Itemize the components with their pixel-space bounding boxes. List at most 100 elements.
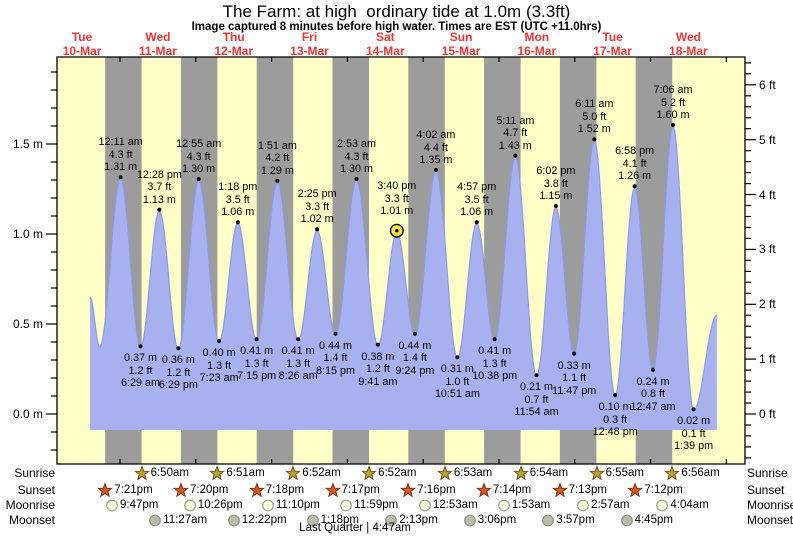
sunset-row-label-right: Sunset <box>747 482 785 497</box>
sunset-star-icon <box>248 481 265 497</box>
moonset-circle-icon <box>149 514 162 526</box>
tide-area <box>90 126 717 430</box>
moonset-circle-icon <box>542 514 555 526</box>
moonset-event: 3:06pm <box>463 512 516 528</box>
high-tide-annotation: 1:18 pm 3.5 ft 1.06 m <box>218 181 258 219</box>
high-tide-annotation: 2:25 pm 3.3 ft 1.02 m <box>297 188 337 226</box>
y-right-tick-label: 1 ft <box>759 352 776 367</box>
tide-extreme-dot <box>651 367 655 372</box>
sunset-event: 7:20pm <box>173 481 228 498</box>
tide-extreme-dot <box>217 339 222 343</box>
moonrise-circle-icon <box>106 499 118 511</box>
moonrise-event: 2:57am <box>576 497 629 513</box>
y-left-tick-label: 0.0 m <box>12 407 43 421</box>
moonrise-circle-icon <box>340 499 353 511</box>
low-tide-annotation: 0.21 m 0.7 ft 11:54 am <box>514 381 559 419</box>
moonrise-circle-icon <box>656 499 669 511</box>
tide-extreme-dot <box>553 204 558 208</box>
moonset-row-label-right: Moonset <box>747 512 793 527</box>
tide-extreme-dot <box>176 346 181 351</box>
moonrise-circle-icon <box>261 499 274 511</box>
moonrise-event: 11:59pm <box>339 497 398 513</box>
tide-extreme-dot <box>296 337 301 342</box>
moonrise-event: 12:53am <box>418 497 478 513</box>
tide-extreme-dot <box>572 351 577 356</box>
tide-extreme-dot <box>235 220 240 225</box>
high-tide-annotation: 4:02 am 4.4 ft 1.35 m <box>416 129 456 166</box>
sunrise-event: 6:53am <box>436 465 492 481</box>
sunrise-star-icon <box>436 465 453 481</box>
sunset-event: 7:21pm <box>97 481 153 498</box>
moonset-row-label-left: Moonset <box>8 512 55 527</box>
date-label: Tue 10-Mar <box>62 30 102 58</box>
sunrise-star-icon <box>209 465 226 481</box>
tide-extreme-dot <box>354 177 359 181</box>
high-tide-annotation: 12:11 am 4.3 ft 1.31 m <box>98 136 143 174</box>
sunset-star-icon <box>97 481 114 497</box>
sunset-event: 7:18pm <box>248 481 304 498</box>
moonset-circle-icon <box>385 514 398 526</box>
low-tide-annotation: 0.10 m 0.3 ft 12:48 pm <box>592 401 638 438</box>
moonset-event: 3:57pm <box>541 512 595 528</box>
low-tide-annotation: 0.41 m 1.3 ft 7:15 pm <box>237 345 277 383</box>
tide-extreme-dot <box>613 393 618 397</box>
tide-extreme-dot <box>492 337 497 342</box>
sunrise-star-icon <box>285 465 302 481</box>
chart-title: The Farm: at high ordinary tide at 1.0m … <box>222 2 571 21</box>
low-tide-annotation: 0.33 m 1.1 ft 11:47 pm <box>551 359 597 397</box>
moonrise-event: 10:26pm <box>183 497 243 513</box>
moon-phase-label: Last Quarter | 4:47am <box>299 522 411 534</box>
moonset-circle-icon <box>227 514 240 526</box>
moonrise-circle-icon <box>577 499 589 511</box>
y-right-tick-label: 5 ft <box>759 132 776 147</box>
date-label: Mon 16-Mar <box>517 30 557 58</box>
moonrise-circle-icon <box>183 499 196 511</box>
sunset-event: 7:17pm <box>324 481 380 498</box>
sunrise-event: 6:55am <box>588 465 644 481</box>
moonrise-event: 9:47pm <box>105 497 158 513</box>
high-tide-annotation: 2:53 am 4.3 ft 1.30 m <box>336 138 376 175</box>
tide-extreme-dot <box>196 177 201 181</box>
high-tide-annotation: 1:51 am 4.2 ft 1.29 m <box>257 139 297 177</box>
tide-extreme-dot <box>534 373 539 378</box>
tide-extreme-dot <box>118 175 123 180</box>
y-left-tick-label: 0.5 m <box>12 317 43 331</box>
moonrise-row-label-left: Moonrise <box>5 497 55 512</box>
sunset-star-icon <box>475 481 492 497</box>
high-tide-annotation: 12:28 pm 3.7 ft 1.13 m <box>136 168 182 206</box>
moonset-event: 4:45pm <box>620 512 673 528</box>
chart-subtitle: Image captured 8 minutes before high wat… <box>191 21 602 33</box>
high-tide-annotation: 7:06 am 5.2 ft 1.60 m <box>653 84 693 121</box>
plot-frame <box>56 56 746 465</box>
sunrise-event: 6:50am <box>133 465 189 481</box>
low-tide-annotation: 0.31 m 1.0 ft 10:51 am <box>434 363 480 401</box>
sunrise-row-label-right: Sunrise <box>747 466 788 480</box>
date-label: Fri 13-Mar <box>290 30 329 58</box>
tide-extreme-dot <box>474 220 479 225</box>
sunrise-star-icon <box>133 465 150 481</box>
moonset-circle-icon <box>306 514 319 526</box>
high-tide-annotation: 12:55 am 4.3 ft 1.30 m <box>176 138 222 175</box>
y-left-tick-label: 1.5 m <box>12 137 43 151</box>
tide-extreme-dot <box>691 407 696 412</box>
tide-extreme-dot <box>375 342 380 347</box>
low-tide-annotation: 0.41 m 1.3 ft 10:38 pm <box>472 345 518 383</box>
moonrise-circle-icon <box>497 499 510 511</box>
tide-extreme-dot <box>455 355 460 360</box>
sunset-event: 7:16pm <box>400 481 456 498</box>
tide-extreme-dot <box>275 178 280 183</box>
sunrise-row-label-left: Sunrise <box>14 466 55 480</box>
sunset-star-icon <box>551 481 568 497</box>
sunset-event: 7:12pm <box>627 481 683 498</box>
low-tide-annotation: 0.44 m 1.4 ft 9:24 pm <box>395 339 435 377</box>
date-label: Tue 17-Mar <box>593 30 632 58</box>
sunrise-star-icon <box>588 465 605 481</box>
tide-extreme-dot <box>632 184 637 189</box>
tide-extreme-dot <box>433 168 438 172</box>
moonset-event: 2:13pm <box>384 512 438 528</box>
low-tide-annotation: 0.44 m 1.4 ft 8:15 pm <box>315 339 355 377</box>
sunrise-event: 6:54am <box>512 465 568 481</box>
tide-extreme-dot <box>671 123 675 127</box>
